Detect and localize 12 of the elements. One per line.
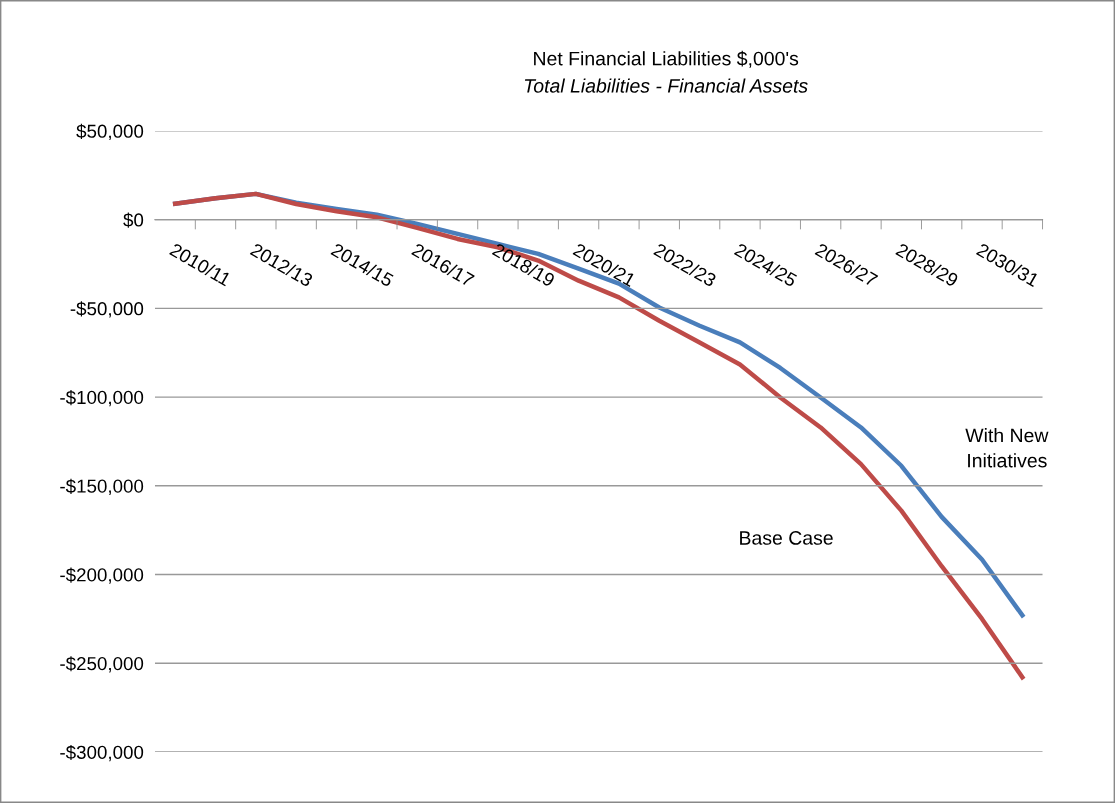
chart-subtitle: Total Liabilities - Financial Assets: [524, 78, 808, 93]
y-tick-label: -$300,000: [60, 744, 144, 762]
y-tick-label: -$50,000: [70, 301, 144, 318]
y-tick-label: -$150,000: [60, 478, 144, 496]
y-tick-label: -$200,000: [60, 567, 144, 584]
y-tick-label: $0: [123, 212, 144, 228]
y-tick-label: -$100,000: [60, 390, 144, 407]
y-tick-label: $50,000: [76, 123, 144, 141]
annotation: Base Case: [740, 531, 833, 545]
y-tick-label: -$250,000: [60, 656, 144, 673]
annotation: With New Initiatives: [965, 428, 1049, 468]
chart-title: Net Financial Liabilities $,000's: [534, 50, 799, 68]
